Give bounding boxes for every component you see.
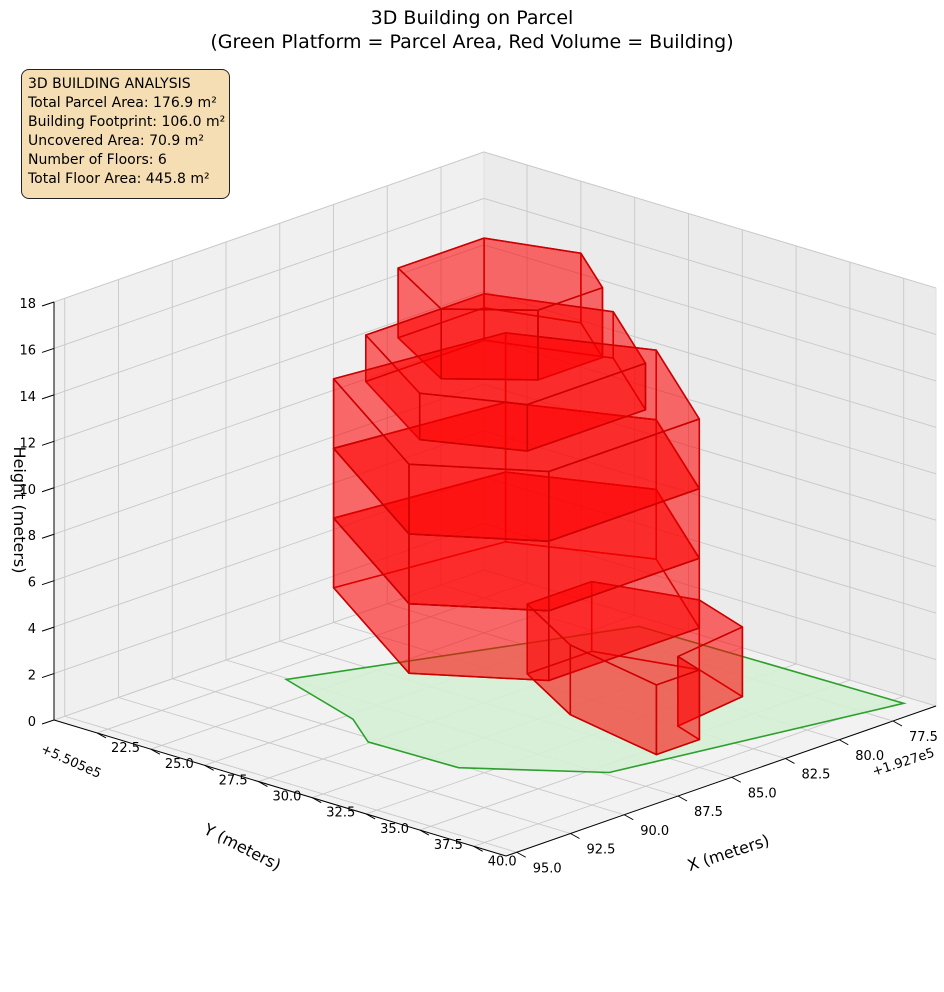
z-tick-label: 18 [19, 297, 36, 312]
y-tick-label: 85.0 [748, 786, 777, 801]
x-tick [96, 732, 107, 739]
y-tick-label: 77.5 [909, 730, 938, 745]
y-axis-label: Y (meters) [200, 819, 284, 874]
x-tick [419, 829, 430, 836]
building-wall-level-4 [408, 463, 550, 542]
y-tick [677, 795, 688, 802]
x-tick-label: 27.5 [219, 773, 248, 788]
z-tick [41, 394, 55, 400]
info-floor-count: Number of Floors: 6 [28, 152, 167, 168]
building-layer [332, 237, 744, 756]
chart-title: 3D Building on Parcel (Green Platform = … [0, 6, 944, 54]
building-wall-level-2 [408, 602, 550, 682]
building-wall-level-5 [418, 392, 529, 452]
info-parcel-area: Total Parcel Area: 176.9 m² [28, 95, 217, 111]
y-tick [570, 833, 580, 839]
y-tick [516, 851, 526, 858]
x-tick [365, 813, 376, 820]
z-tick-label: 12 [19, 436, 36, 451]
z-tick-label: 6 [28, 576, 36, 591]
y-tick-label: 80.0 [855, 749, 884, 764]
y-tick [839, 739, 849, 746]
y-tick-label: 92.5 [587, 843, 616, 858]
grid-line-z [53, 197, 937, 349]
z-tick-label: 2 [28, 669, 36, 684]
x-tick [204, 764, 214, 771]
grid-line-y-floor [118, 697, 571, 834]
y-tick-label: 82.5 [802, 768, 831, 783]
y-tick-label: 95.0 [533, 861, 562, 876]
info-heading: 3D BUILDING ANALYSIS [28, 76, 191, 92]
parcel-layer [283, 625, 907, 774]
y-tick [731, 776, 741, 783]
grid-line-z [53, 476, 937, 628]
z-tick [41, 487, 55, 493]
axis-panes [52, 151, 938, 857]
x-tick-label: 40.0 [488, 854, 517, 869]
z-tick [41, 626, 55, 632]
z-tick [41, 347, 55, 353]
z-axis-label: Height (meters) [10, 447, 29, 574]
z-tick [41, 719, 55, 725]
grid-line-z [53, 383, 937, 535]
building-wall-level-3 [408, 533, 550, 612]
info-uncovered-area: Uncovered Area: 70.9 m² [28, 133, 204, 149]
z-tick-label: 10 [19, 483, 36, 498]
z-tick [41, 301, 55, 307]
info-total-floor-area: Total Floor Area: 445.8 m² [28, 171, 210, 187]
x-tick-label: 22.5 [111, 741, 140, 756]
x-tick-label: 32.5 [326, 806, 355, 821]
grid-line-x-floor [96, 582, 528, 734]
grid-line-x-floor [473, 695, 904, 847]
z-tick-label: 16 [19, 343, 36, 358]
x-tick [312, 797, 322, 804]
chart-title-line-1: 3D Building on Parcel [370, 7, 574, 29]
x-tick [473, 845, 483, 852]
chart-title-line-2: (Green Platform = Parcel Area, Red Volum… [210, 31, 734, 53]
x-tick-label: 35.0 [380, 822, 409, 837]
x-axis-line [53, 719, 507, 857]
grid-line-z [53, 430, 937, 582]
z-tick-label: 14 [19, 390, 36, 405]
grid-line-z [53, 569, 937, 721]
grid-line-y-floor [64, 715, 517, 853]
building-wall-level-6 [440, 308, 539, 381]
x-tick-label: 25.0 [165, 757, 194, 772]
z-tick [41, 580, 55, 586]
z-tick-label: 4 [28, 622, 36, 637]
x-tick-label: 37.5 [434, 838, 463, 853]
y-tick-label: 90.0 [640, 824, 669, 839]
z-tick [41, 533, 55, 539]
y-tick [785, 758, 795, 764]
z-tick [41, 673, 55, 679]
y-tick [624, 814, 634, 821]
building-wall-level-1 [655, 669, 701, 756]
z-tick [41, 440, 55, 446]
grid-line-z [53, 151, 937, 303]
parcel-platform [283, 625, 907, 774]
y-tick-label: 87.5 [694, 805, 723, 820]
z-tick-label: 8 [28, 529, 36, 544]
info-box: 3D BUILDING ANALYSIS Total Parcel Area: … [21, 69, 230, 199]
x-tick [150, 748, 161, 755]
x-tick [258, 781, 268, 787]
info-building-footprint: Building Footprint: 106.0 m² [28, 114, 226, 130]
x-tick-label: 30.0 [272, 790, 301, 805]
z-tick-label: 0 [28, 715, 36, 730]
y-tick [892, 720, 903, 727]
grid-line-z [53, 523, 937, 675]
y-axis-line [505, 705, 937, 857]
x-axis-label: X (meters) [685, 831, 772, 875]
y-offset-label: +5.505e5 [38, 742, 103, 782]
